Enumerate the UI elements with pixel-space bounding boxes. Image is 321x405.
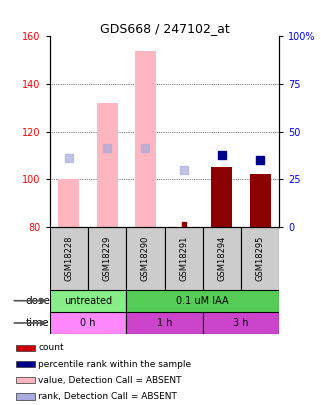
Text: rank, Detection Call = ABSENT: rank, Detection Call = ABSENT — [38, 392, 177, 401]
Text: 0 h: 0 h — [80, 318, 96, 328]
Text: count: count — [38, 343, 64, 352]
Bar — [126, 227, 164, 290]
Bar — [203, 312, 279, 334]
Text: 3 h: 3 h — [233, 318, 249, 328]
Bar — [203, 227, 241, 290]
Text: GSM18290: GSM18290 — [141, 235, 150, 281]
Bar — [164, 227, 203, 290]
Text: GSM18229: GSM18229 — [103, 235, 112, 281]
Text: GSM18294: GSM18294 — [217, 235, 226, 281]
Bar — [50, 290, 126, 312]
Bar — [211, 167, 232, 227]
Bar — [135, 51, 156, 227]
Text: 0.1 uM IAA: 0.1 uM IAA — [177, 296, 229, 306]
Bar — [50, 312, 126, 334]
Bar — [250, 175, 271, 227]
Bar — [16, 345, 35, 351]
Bar — [16, 393, 35, 400]
Bar — [58, 179, 79, 227]
Text: dose: dose — [25, 296, 50, 306]
Text: untreated: untreated — [64, 296, 112, 306]
Bar — [16, 377, 35, 384]
Bar — [50, 227, 88, 290]
Bar — [126, 312, 203, 334]
Text: GSM18291: GSM18291 — [179, 235, 188, 281]
Text: GSM18228: GSM18228 — [65, 235, 74, 281]
Title: GDS668 / 247102_at: GDS668 / 247102_at — [100, 22, 230, 35]
Text: time: time — [26, 318, 50, 328]
Text: value, Detection Call = ABSENT: value, Detection Call = ABSENT — [38, 376, 182, 385]
Bar — [241, 227, 279, 290]
Bar — [16, 361, 35, 367]
Bar — [126, 290, 279, 312]
Text: 1 h: 1 h — [157, 318, 172, 328]
Text: percentile rank within the sample: percentile rank within the sample — [38, 360, 191, 369]
Text: GSM18295: GSM18295 — [256, 235, 265, 281]
Bar — [88, 227, 126, 290]
Bar — [97, 103, 118, 227]
